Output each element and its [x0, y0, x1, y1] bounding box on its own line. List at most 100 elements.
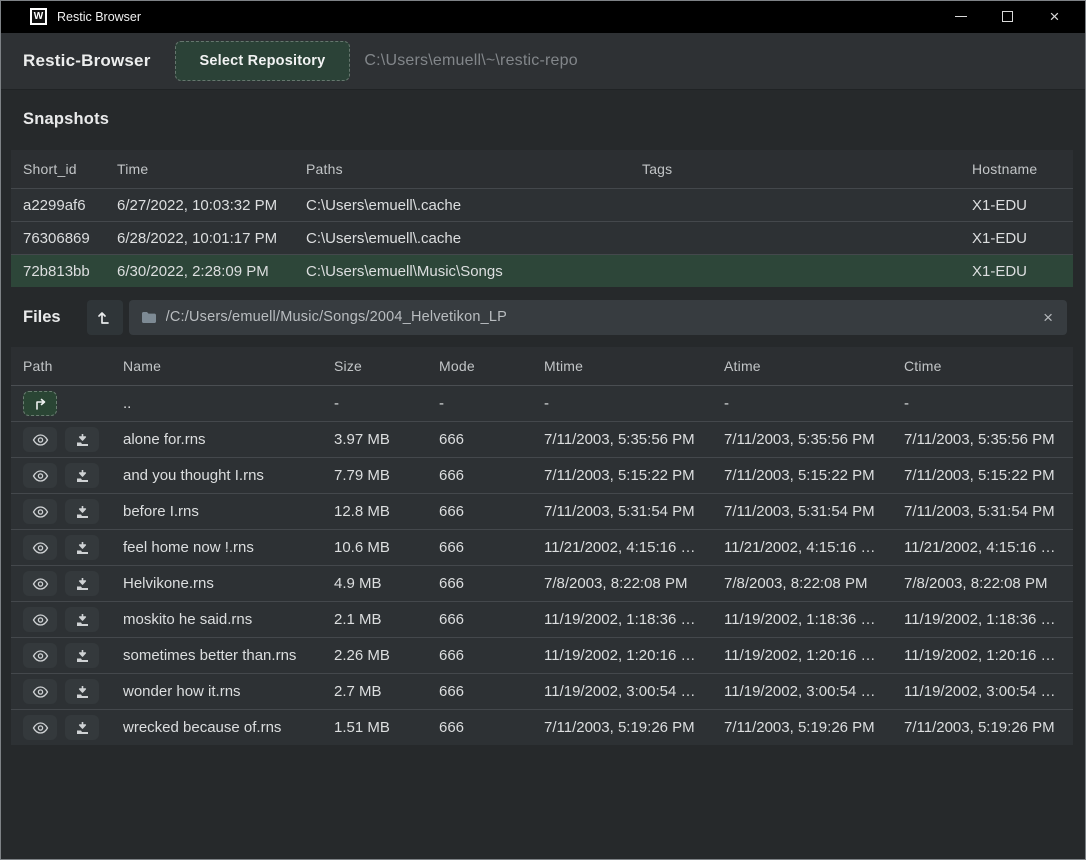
- app-title: Restic-Browser: [23, 51, 151, 71]
- download-icon: [75, 685, 90, 699]
- col-ctime: Ctime: [892, 358, 1073, 374]
- minimize-icon: [955, 16, 967, 17]
- file-row: before I.rns 12.8 MB 666 7/11/2003, 5:31…: [11, 493, 1073, 529]
- up-arrow-with-base-icon: [97, 309, 112, 326]
- snapshots-table: Short_id Time Paths Tags Hostname a2299a…: [1, 150, 1085, 287]
- download-file-button[interactable]: [65, 643, 99, 668]
- snapshot-short-id: 76306869: [11, 230, 105, 247]
- download-file-button[interactable]: [65, 571, 99, 596]
- download-file-button[interactable]: [65, 535, 99, 560]
- preview-file-button[interactable]: [23, 463, 57, 488]
- file-ctime: 11/21/2002, 4:15:16 …: [892, 539, 1073, 556]
- preview-file-button[interactable]: [23, 607, 57, 632]
- files-heading: Files: [23, 308, 61, 327]
- download-file-button[interactable]: [65, 427, 99, 452]
- file-atime: 7/8/2003, 8:22:08 PM: [712, 575, 892, 592]
- snapshot-row[interactable]: 72b813bb 6/30/2022, 2:28:09 PM C:\Users\…: [11, 254, 1073, 287]
- files-table-header: Path Name Size Mode Mtime Atime Ctime: [11, 347, 1073, 385]
- select-repository-button[interactable]: Select Repository: [175, 41, 351, 81]
- file-size: -: [322, 395, 427, 412]
- preview-file-button[interactable]: [23, 499, 57, 524]
- snapshots-heading: Snapshots: [1, 90, 1085, 150]
- file-mtime: 7/11/2003, 5:15:22 PM: [532, 467, 712, 484]
- file-atime: 11/21/2002, 4:15:16 …: [712, 539, 892, 556]
- col-time: Time: [105, 161, 294, 177]
- preview-file-button[interactable]: [23, 643, 57, 668]
- col-hostname: Hostname: [960, 161, 1073, 177]
- snapshot-row[interactable]: a2299af6 6/27/2022, 10:03:32 PM C:\Users…: [11, 188, 1073, 221]
- snapshot-hostname: X1-EDU: [960, 230, 1073, 247]
- file-name: wrecked because of.rns: [111, 719, 322, 736]
- file-ctime: 7/11/2003, 5:15:22 PM: [892, 467, 1073, 484]
- col-short-id: Short_id: [11, 161, 105, 177]
- file-ctime: 7/8/2003, 8:22:08 PM: [892, 575, 1073, 592]
- eye-icon: [32, 722, 49, 734]
- preview-file-button[interactable]: [23, 427, 57, 452]
- col-path: Path: [11, 358, 111, 374]
- snapshot-paths: C:\Users\emuell\Music\Songs: [294, 263, 630, 280]
- file-mode: 666: [427, 431, 532, 448]
- download-icon: [75, 541, 90, 555]
- file-ctime: 11/19/2002, 1:20:16 …: [892, 647, 1073, 664]
- maximize-button[interactable]: [984, 0, 1031, 33]
- eye-icon: [32, 542, 49, 554]
- file-size: 2.1 MB: [322, 611, 427, 628]
- file-atime: -: [712, 395, 892, 412]
- app-logo-icon: W: [30, 8, 47, 25]
- snapshot-time: 6/27/2022, 10:03:32 PM: [105, 197, 294, 214]
- col-name: Name: [111, 358, 322, 374]
- file-mode: 666: [427, 539, 532, 556]
- download-icon: [75, 577, 90, 591]
- snapshot-row[interactable]: 76306869 6/28/2022, 10:01:17 PM C:\Users…: [11, 221, 1073, 254]
- eye-icon: [32, 434, 49, 446]
- download-file-button[interactable]: [65, 463, 99, 488]
- eye-icon: [32, 470, 49, 482]
- path-input[interactable]: /C:/Users/emuell/Music/Songs/2004_Helvet…: [129, 300, 1067, 335]
- file-atime: 7/11/2003, 5:31:54 PM: [712, 503, 892, 520]
- file-row: moskito he said.rns 2.1 MB 666 11/19/200…: [11, 601, 1073, 637]
- file-row: and you thought I.rns 7.79 MB 666 7/11/2…: [11, 457, 1073, 493]
- file-ctime: -: [892, 395, 1073, 412]
- file-name: moskito he said.rns: [111, 611, 322, 628]
- file-size: 12.8 MB: [322, 503, 427, 520]
- eye-icon: [32, 506, 49, 518]
- file-mtime: 11/19/2002, 3:00:54 …: [532, 683, 712, 700]
- preview-file-button[interactable]: [23, 715, 57, 740]
- file-ctime: 7/11/2003, 5:35:56 PM: [892, 431, 1073, 448]
- go-parent-dir-button[interactable]: [23, 391, 57, 416]
- file-mode: 666: [427, 503, 532, 520]
- restic-browser-window: W Restic Browser × Restic-Browser Select…: [0, 0, 1086, 860]
- file-row: feel home now !.rns 10.6 MB 666 11/21/20…: [11, 529, 1073, 565]
- minimize-button[interactable]: [937, 0, 984, 33]
- preview-file-button[interactable]: [23, 571, 57, 596]
- window-title: Restic Browser: [57, 10, 937, 24]
- goto-root-button[interactable]: [87, 300, 123, 335]
- file-mtime: 7/11/2003, 5:19:26 PM: [532, 719, 712, 736]
- preview-file-button[interactable]: [23, 535, 57, 560]
- col-mtime: Mtime: [532, 358, 712, 374]
- file-row: alone for.rns 3.97 MB 666 7/11/2003, 5:3…: [11, 421, 1073, 457]
- download-icon: [75, 433, 90, 447]
- download-file-button[interactable]: [65, 499, 99, 524]
- snapshots-table-body: a2299af6 6/27/2022, 10:03:32 PM C:\Users…: [1, 188, 1085, 287]
- download-file-button[interactable]: [65, 679, 99, 704]
- file-size: 4.9 MB: [322, 575, 427, 592]
- file-name: sometimes better than.rns: [111, 647, 322, 664]
- preview-file-button[interactable]: [23, 679, 57, 704]
- eye-icon: [32, 650, 49, 662]
- file-name: feel home now !.rns: [111, 539, 322, 556]
- download-file-button[interactable]: [65, 715, 99, 740]
- download-file-button[interactable]: [65, 607, 99, 632]
- file-mode: 666: [427, 611, 532, 628]
- file-name: ..: [111, 395, 322, 412]
- file-ctime: 7/11/2003, 5:19:26 PM: [892, 719, 1073, 736]
- file-mtime: 11/21/2002, 4:15:16 …: [532, 539, 712, 556]
- file-size: 2.26 MB: [322, 647, 427, 664]
- file-size: 10.6 MB: [322, 539, 427, 556]
- file-atime: 11/19/2002, 1:20:16 …: [712, 647, 892, 664]
- clear-path-button[interactable]: ×: [1041, 309, 1055, 326]
- file-row: Helvikone.rns 4.9 MB 666 7/8/2003, 8:22:…: [11, 565, 1073, 601]
- close-button[interactable]: ×: [1031, 0, 1078, 33]
- close-icon: ×: [1050, 7, 1060, 27]
- file-ctime: 11/19/2002, 3:00:54 …: [892, 683, 1073, 700]
